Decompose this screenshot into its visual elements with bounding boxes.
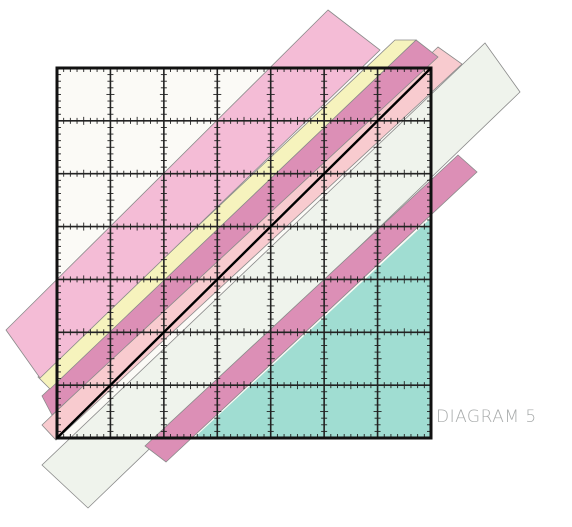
ruler-grid: [57, 68, 431, 438]
diagram-caption: DIAGRAM 5: [436, 407, 537, 427]
teal-region: [194, 218, 431, 438]
ruler-border: [55, 66, 433, 440]
pink-strip: [5, 9, 381, 379]
diagonal-line: [56, 67, 432, 439]
